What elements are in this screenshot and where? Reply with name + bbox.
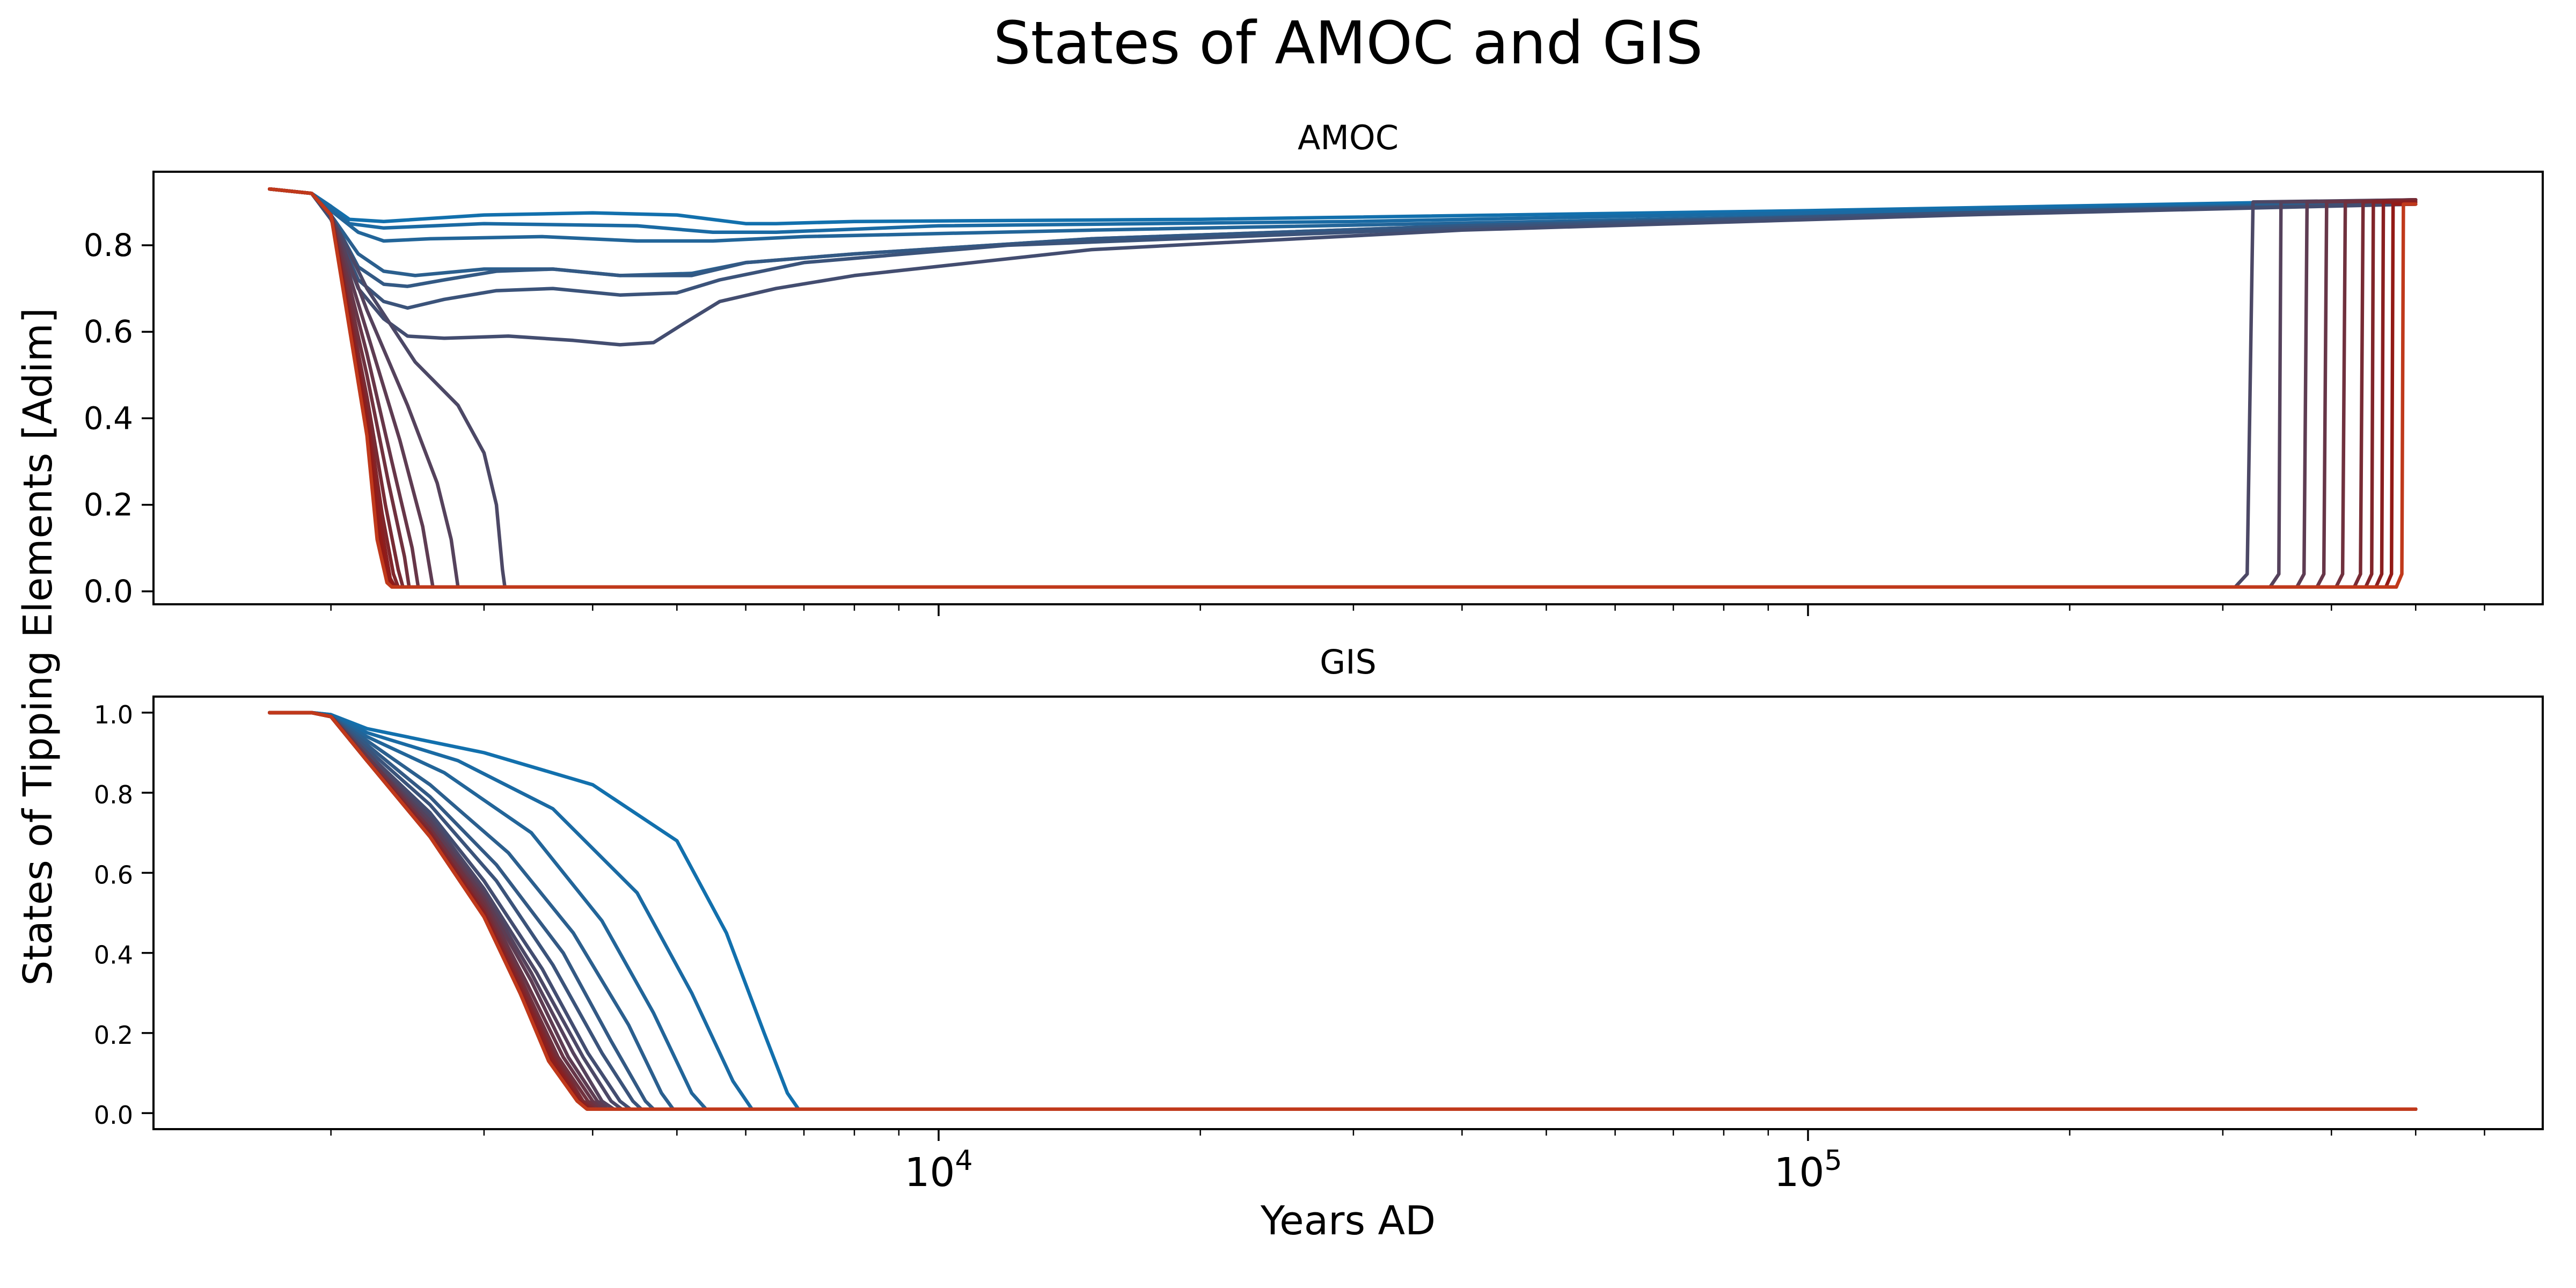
panel-amoc: AMOC 0.0 0.2 0.4 0.6 0.8 bbox=[84, 118, 2544, 616]
chart-title: States of AMOC and GIS bbox=[993, 9, 1703, 77]
y-axis-amoc: 0.0 0.2 0.4 0.6 0.8 bbox=[84, 227, 153, 610]
series-group-gis bbox=[268, 711, 2418, 1111]
series-line-gis-17 bbox=[268, 711, 2418, 1111]
y-tick-label-amoc: 0.8 bbox=[84, 227, 133, 264]
y-tick-label-amoc: 0.6 bbox=[84, 313, 133, 350]
series-line-amoc-2 bbox=[268, 187, 2418, 235]
x-tick-label: 105 bbox=[1774, 1145, 1842, 1196]
y-tick-label-amoc: 0.2 bbox=[84, 487, 133, 523]
x-axis-label: Years AD bbox=[1260, 1198, 1436, 1244]
plot-frame-gis bbox=[152, 696, 2544, 1130]
series-group-amoc bbox=[268, 187, 2418, 589]
y-tick-label-gis: 1.0 bbox=[94, 700, 133, 729]
y-axis-gis: 0.0 0.2 0.4 0.6 0.8 1.0 bbox=[94, 700, 153, 1130]
y-axis-label: States of Tipping Elements [Adim] bbox=[15, 308, 61, 985]
panel-title-gis: GIS bbox=[1320, 642, 1377, 682]
series-line-amoc-17 bbox=[268, 187, 2418, 589]
y-tick-label-gis: 0.0 bbox=[94, 1101, 133, 1130]
plot-frame-amoc bbox=[152, 171, 2544, 605]
series-line-amoc-3 bbox=[268, 187, 2418, 243]
y-tick-label-gis: 0.8 bbox=[94, 780, 133, 809]
x-tick-labels: 104 105 bbox=[904, 1145, 1842, 1196]
x-tick-label: 104 bbox=[904, 1145, 972, 1196]
y-tick-label-gis: 0.6 bbox=[94, 860, 133, 889]
y-tick-label-gis: 0.2 bbox=[94, 1021, 133, 1050]
y-tick-label-gis: 0.4 bbox=[94, 941, 133, 970]
panel-gis: GIS 0.0 0.2 0.4 0.6 0.8 1.0 bbox=[94, 642, 2544, 1141]
y-tick-label-amoc: 0.4 bbox=[84, 400, 133, 436]
panel-title-amoc: AMOC bbox=[1298, 118, 1399, 157]
y-tick-label-amoc: 0.0 bbox=[84, 573, 133, 610]
